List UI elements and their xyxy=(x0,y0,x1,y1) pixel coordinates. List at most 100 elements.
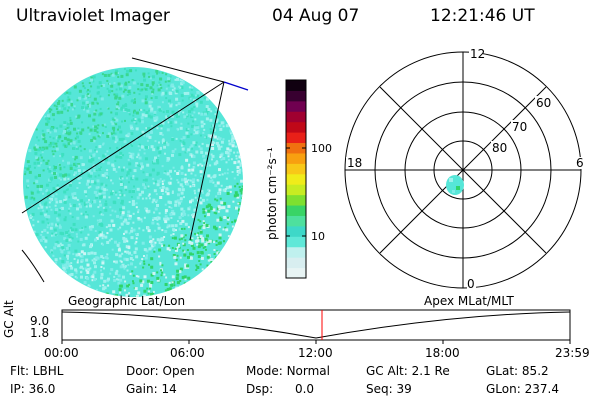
emission-pixel xyxy=(161,183,164,185)
emission-pixel xyxy=(217,136,220,139)
emission-pixel xyxy=(215,195,218,198)
emission-pixel xyxy=(118,107,120,110)
emission-pixel xyxy=(179,79,182,82)
emission-pixel xyxy=(124,104,128,107)
emission-pixel xyxy=(216,181,220,185)
emission-pixel xyxy=(212,135,215,138)
emission-pixel xyxy=(67,173,71,177)
emission-pixel xyxy=(187,276,191,280)
emission-pixel xyxy=(84,225,87,228)
emission-pixel xyxy=(78,172,81,175)
emission-pixel xyxy=(201,237,204,241)
emission-pixel xyxy=(98,203,102,207)
emission-pixel xyxy=(202,226,206,230)
emission-pixel xyxy=(54,233,57,236)
emission-pixel xyxy=(118,242,121,244)
emission-pixel xyxy=(146,163,150,167)
emission-pixel xyxy=(95,288,98,291)
emission-pixel xyxy=(117,128,119,131)
emission-pixel xyxy=(88,225,92,229)
emission-pixel xyxy=(65,231,69,235)
emission-pixel xyxy=(103,123,106,126)
emission-pixel xyxy=(181,81,185,85)
emission-pixel xyxy=(174,78,177,81)
emission-pixel xyxy=(89,267,92,270)
emission-pixel xyxy=(112,290,116,294)
emission-pixel xyxy=(51,234,53,237)
emission-pixel xyxy=(168,181,172,185)
emission-pixel xyxy=(95,193,99,197)
emission-pixel xyxy=(102,142,105,145)
emission-pixel xyxy=(93,181,97,185)
emission-pixel xyxy=(85,211,87,213)
emission-pixel xyxy=(119,278,123,282)
emission-pixel xyxy=(164,215,168,219)
emission-pixel xyxy=(219,206,223,210)
emission-pixel xyxy=(107,94,110,97)
emission-pixel xyxy=(156,84,159,87)
ip-field: IP: 36.0 xyxy=(10,382,55,396)
emission-pixel xyxy=(209,179,213,183)
emission-pixel xyxy=(143,289,147,293)
emission-pixel xyxy=(140,145,144,149)
emission-pixel xyxy=(199,170,203,174)
label-backing xyxy=(467,277,476,289)
emission-pixel xyxy=(171,192,174,194)
emission-pixel xyxy=(167,84,170,87)
emission-pixel xyxy=(220,201,224,205)
emission-pixel xyxy=(76,261,79,264)
emission-pixel xyxy=(99,196,103,200)
flt-value: LBHL xyxy=(32,364,64,378)
emission-pixel xyxy=(71,108,74,111)
emission-pixel xyxy=(211,124,213,127)
emission-pixel xyxy=(123,140,127,144)
emission-pixel xyxy=(72,141,76,145)
emission-pixel xyxy=(186,249,189,251)
emission-pixel xyxy=(92,139,96,143)
emission-pixel xyxy=(87,93,90,95)
emission-pixel xyxy=(54,197,58,201)
emission-pixel xyxy=(48,108,51,111)
emission-pixel xyxy=(116,269,118,272)
emission-pixel xyxy=(115,112,118,115)
emission-pixel xyxy=(119,189,123,193)
emission-pixel xyxy=(92,75,96,79)
emission-pixel xyxy=(100,255,104,259)
emission-pixel xyxy=(184,263,188,267)
emission-pixel xyxy=(110,268,114,272)
emission-pixel xyxy=(59,168,62,171)
emission-pixel xyxy=(34,151,38,155)
emission-pixel xyxy=(83,281,87,284)
emission-pixel xyxy=(187,122,190,125)
emission-pixel xyxy=(95,150,98,153)
emission-pixel xyxy=(117,72,119,75)
emission-pixel xyxy=(121,168,124,172)
emission-pixel xyxy=(48,144,52,148)
emission-pixel xyxy=(241,185,243,188)
emission-pixel xyxy=(156,72,159,75)
time-readout: 12:21:46 UT xyxy=(430,6,535,26)
emission-pixel xyxy=(120,260,123,263)
emission-pixel xyxy=(58,107,61,110)
dsp-label: Dsp: xyxy=(246,382,274,396)
emission-pixel xyxy=(110,219,114,223)
emission-pixel xyxy=(103,279,107,283)
emission-pixel xyxy=(126,94,129,96)
emission-pixel xyxy=(51,251,53,254)
emission-pixel xyxy=(213,211,216,214)
emission-pixel xyxy=(166,224,169,227)
emission-pixel xyxy=(113,118,116,121)
emission-pixel xyxy=(64,144,68,148)
emission-pixel xyxy=(56,140,59,143)
emission-pixel xyxy=(86,271,90,274)
emission-pixel xyxy=(127,181,130,184)
emission-pixel xyxy=(66,122,70,126)
emission-pixel xyxy=(68,236,72,240)
emission-pixel xyxy=(149,287,151,290)
emission-pixel xyxy=(132,280,134,283)
emission-pixel xyxy=(221,173,224,176)
emission-pixel xyxy=(67,96,70,99)
emission-pixel xyxy=(132,114,135,117)
emission-pixel xyxy=(133,203,136,206)
emission-pixel xyxy=(161,165,164,168)
